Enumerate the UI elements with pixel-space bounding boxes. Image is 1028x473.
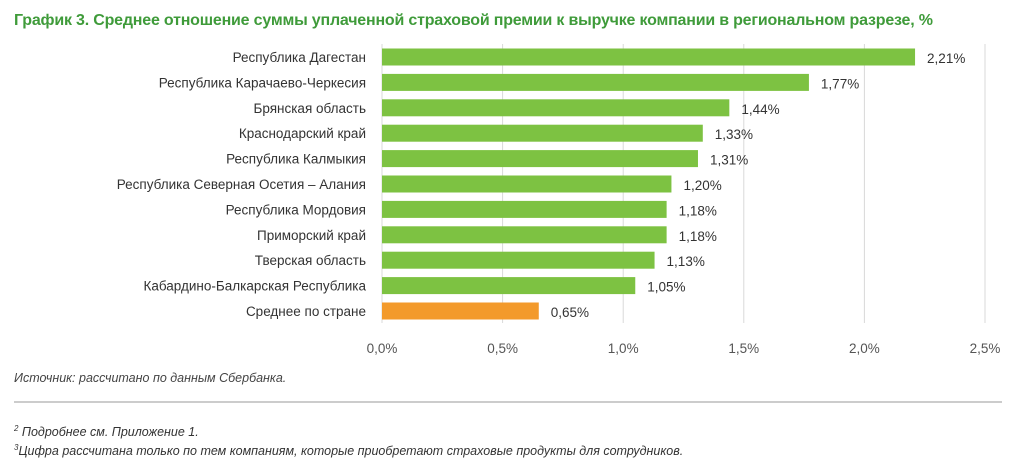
category-label: Кабардино-Балкарская Республика [144,279,367,294]
x-tick-label: 2,0% [849,341,880,356]
bar [382,99,730,117]
footnote-2: 2 Подробнее см. Приложение 1. [14,424,199,440]
bar [382,175,672,193]
footnote-3: 3Цифра рассчитана только по тем компания… [14,443,684,459]
data-label: 1,13% [667,254,705,269]
data-label: 2,21% [927,51,965,66]
data-label: 0,65% [551,305,589,320]
bar [382,150,698,168]
x-tick-label: 0,5% [487,341,518,356]
x-tick-label: 2,5% [970,341,1001,356]
data-label: 1,05% [647,280,685,295]
category-label: Республика Калмыкия [226,152,366,167]
category-label: Краснодарский край [239,126,366,141]
data-label: 1,44% [741,102,779,117]
category-label: Республика Карачаево-Черкесия [159,75,366,90]
data-label: 1,33% [715,127,753,142]
data-label: 1,31% [710,153,748,168]
category-label: Среднее по стране [246,304,366,319]
data-label: 1,18% [679,229,717,244]
source-note: Источник: рассчитано по данным Сбербанка… [14,371,287,385]
category-label: Приморский край [257,228,366,243]
chart-title: График 3. Среднее отношение суммы уплаче… [14,12,933,29]
x-tick-label: 1,0% [608,341,639,356]
data-label: 1,20% [683,178,721,193]
bar [382,73,809,91]
x-tick-label: 1,5% [728,341,759,356]
category-label: Республика Дагестан [233,50,366,65]
divider [14,401,1002,403]
data-label: 1,18% [679,203,717,218]
bar [382,200,667,218]
x-tick-label: 0,0% [367,341,398,356]
bar [382,251,655,269]
category-label: Республика Мордовия [226,202,366,217]
category-label: Республика Северная Осетия – Алания [117,177,366,192]
category-label: Тверская область [255,253,366,268]
data-label: 1,77% [821,76,859,91]
category-label: Брянская область [254,101,367,116]
bar [382,277,636,295]
bar [382,226,667,244]
bar [382,124,703,142]
bar [382,48,916,66]
bar [382,302,539,320]
